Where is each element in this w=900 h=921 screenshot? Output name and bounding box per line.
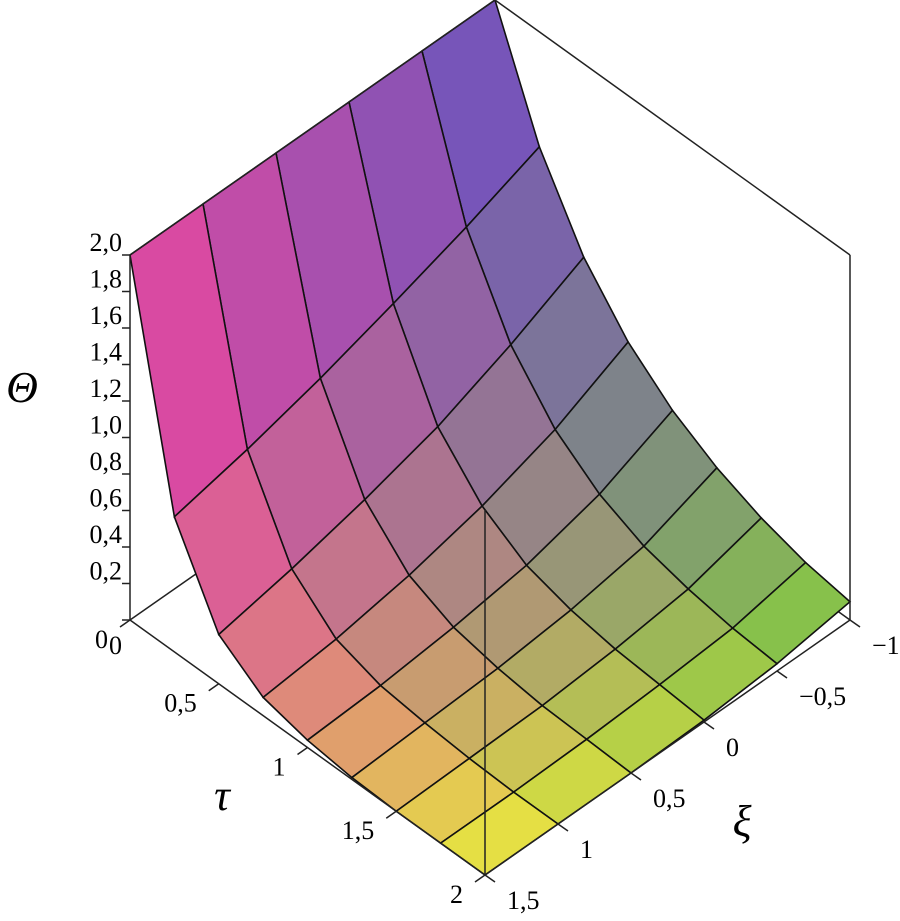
z-axis-label: Θ [6, 363, 38, 412]
ticks: 0 0,2 0,4 0,6 0,8 1,0 1,2 1,4 1,6 1,8 2,0 0 0,5 1 1,5 2… [90, 228, 900, 915]
x-tick [474, 874, 486, 883]
z-tick-label: 1,8 [90, 264, 123, 293]
y-tick [703, 721, 715, 730]
z-tick-label: 0,8 [90, 447, 123, 476]
z-tick-label: 0,4 [90, 520, 123, 549]
frame-edge [484, 619, 851, 876]
z-tick-label: 1,0 [90, 410, 123, 439]
z-tick-label: 1,2 [90, 374, 123, 403]
x-axis-label: τ [214, 771, 232, 820]
x-tick-label: 2 [450, 880, 463, 909]
z-tick-label: 1,4 [90, 337, 123, 366]
z-tick-label: 0,6 [90, 483, 123, 512]
z-tick-label: 1,6 [90, 301, 123, 330]
y-tick-label: −1 [872, 631, 900, 660]
y-tick [484, 874, 496, 883]
y-tick-label: 1,5 [507, 886, 540, 915]
y-tick [776, 670, 788, 679]
x-tick-label: 0 [95, 625, 108, 654]
surface [129, 0, 852, 876]
y-tick [630, 772, 642, 781]
x-tick-label: 1,5 [342, 816, 375, 845]
y-tick-label: 0,5 [653, 784, 686, 813]
z-tick-label: 0 [109, 631, 122, 660]
x-tick-label: 1 [273, 752, 286, 781]
x-tick-label: 0,5 [164, 689, 197, 718]
frame-edge [494, 0, 851, 256]
x-tick [297, 746, 308, 756]
y-tick-label: 0 [726, 733, 739, 762]
y-tick [849, 619, 861, 628]
y-axis-label: ξ [733, 797, 752, 846]
x-tick [208, 683, 220, 692]
y-tick-label: −0,5 [799, 682, 846, 711]
y-tick [557, 823, 569, 832]
frame-edge [129, 0, 496, 256]
y-tick-label: 1 [580, 835, 593, 864]
z-tick-label: 0,2 [90, 556, 123, 585]
z-tick-label: 2,0 [90, 228, 123, 257]
x-tick [119, 619, 131, 628]
x-tick [385, 810, 397, 819]
